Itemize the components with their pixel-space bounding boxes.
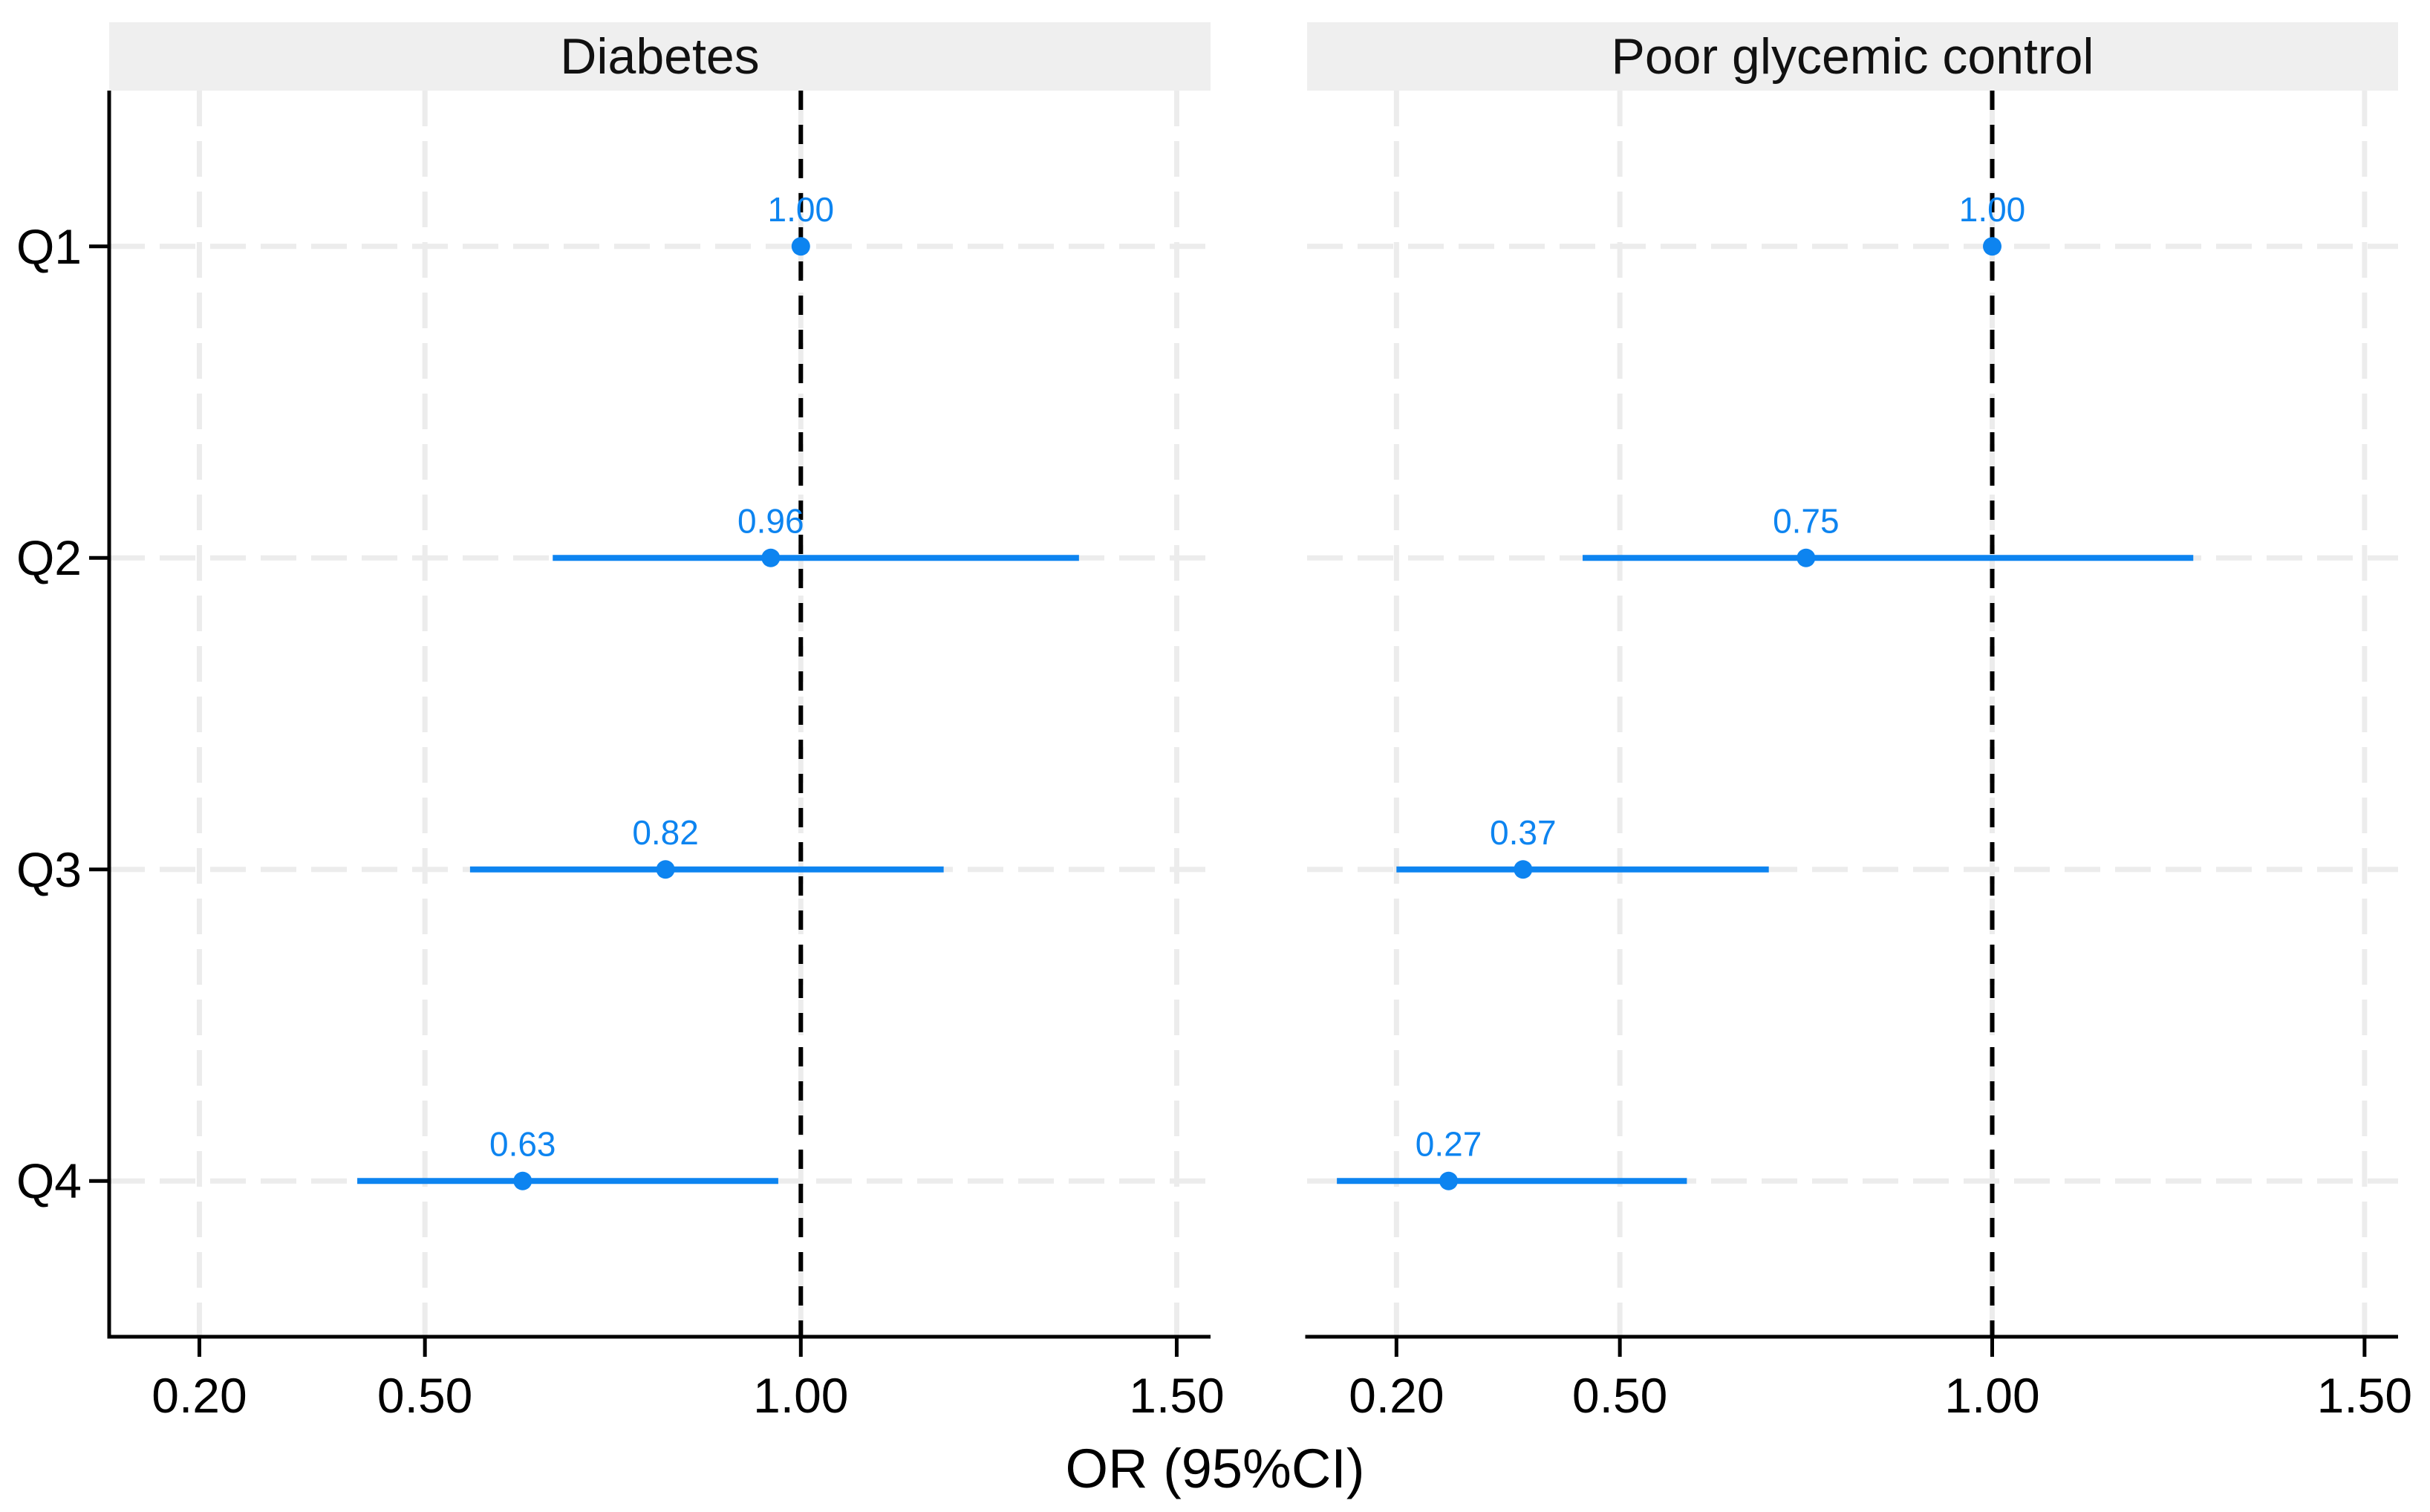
x-tick-label: 1.50 (2316, 1368, 2413, 1423)
x-tick-label: 1.00 (1944, 1368, 2040, 1423)
or-point (1439, 1171, 1459, 1190)
x-tick-label: 0.20 (152, 1368, 247, 1423)
x-tick-label: 0.20 (1349, 1368, 1444, 1423)
x-axis-title: OR (95%CI) (1065, 1438, 1365, 1499)
y-tick-label: Q3 (16, 841, 82, 897)
or-point (1983, 237, 2002, 256)
or-point (761, 548, 781, 567)
facet-strip-diabetes: Diabetes (109, 22, 1211, 91)
facet-title-poor-glycemic-control: Poor glycemic control (1611, 28, 2094, 85)
or-value-label: 0.37 (1490, 813, 1557, 852)
or-value-label: 1.00 (768, 190, 835, 229)
x-tick-label: 1.50 (1129, 1368, 1225, 1423)
or-value-label: 0.96 (737, 501, 804, 540)
or-value-label: 0.75 (1773, 501, 1840, 540)
y-tick-label: Q4 (16, 1153, 82, 1209)
x-tick-label: 0.50 (1571, 1368, 1668, 1423)
x-tick-label: 0.50 (377, 1368, 473, 1423)
or-point (513, 1171, 532, 1190)
or-value-label: 1.00 (1959, 190, 2026, 229)
or-point (1514, 860, 1533, 879)
or-value-label: 0.27 (1416, 1124, 1482, 1163)
panel-poor-glycemic-control: 1.00 0.75 0.37 0.27 (1305, 91, 2398, 1357)
or-point (656, 860, 675, 879)
y-tick-label: Q2 (16, 530, 82, 586)
x-tick-label: 1.00 (753, 1368, 849, 1423)
facet-strip-poor-glycemic-control: Poor glycemic control (1307, 22, 2398, 91)
or-point (1797, 548, 1816, 567)
y-tick-label: Q1 (16, 218, 82, 274)
or-value-label: 0.63 (489, 1124, 556, 1163)
or-point (791, 237, 810, 256)
facet-title-diabetes: Diabetes (560, 28, 760, 85)
or-value-label: 0.82 (632, 813, 699, 852)
panel-diabetes: 1.00 0.96 0.82 0.63 (89, 91, 1211, 1357)
